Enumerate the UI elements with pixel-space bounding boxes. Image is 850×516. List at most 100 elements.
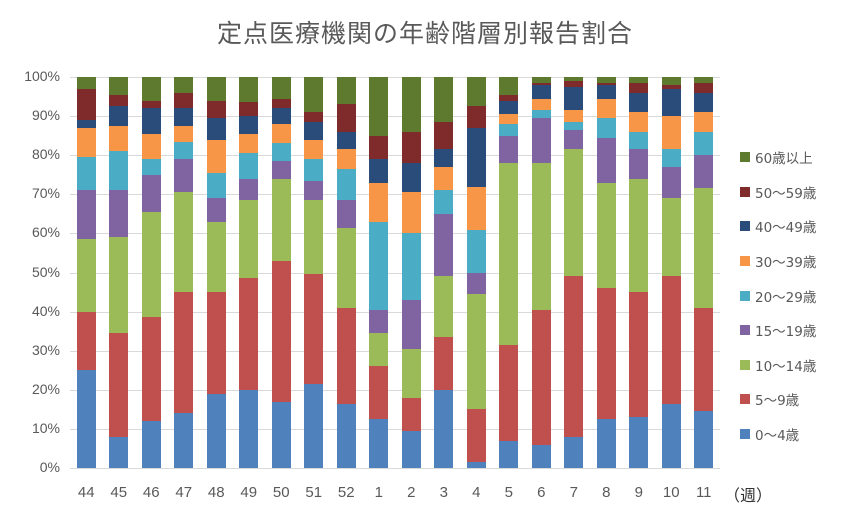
bar-segment xyxy=(596,137,616,183)
y-tick-label: 80% xyxy=(31,146,60,163)
bar-segment xyxy=(336,227,356,308)
y-tick-label: 20% xyxy=(31,380,60,397)
y-tick-label: 50% xyxy=(31,263,60,280)
bar-segment xyxy=(271,260,291,402)
y-tick-label: 70% xyxy=(31,185,60,202)
bar-week-5 xyxy=(499,77,519,468)
bar-segment xyxy=(629,417,649,468)
bar-segment xyxy=(76,127,96,158)
bar-segment xyxy=(629,92,649,113)
legend-swatch-icon xyxy=(740,359,750,370)
bar-segment xyxy=(304,77,324,113)
bar-segment xyxy=(76,120,96,128)
bar-segment xyxy=(564,86,584,111)
x-tick-label: 49 xyxy=(240,484,258,501)
bar-segment xyxy=(304,112,324,122)
bar-segment xyxy=(434,77,454,123)
x-tick-label: 50 xyxy=(272,484,290,501)
bar-segment xyxy=(109,77,129,95)
bar-segment xyxy=(271,123,291,144)
bar-segment xyxy=(596,82,616,85)
x-tick-label: 5 xyxy=(504,484,513,501)
bar-segment xyxy=(336,149,356,169)
bar-segment xyxy=(174,159,194,193)
bar-segment xyxy=(694,307,714,412)
bar-segment xyxy=(596,77,616,83)
bar-segment xyxy=(629,112,649,132)
legend-item: 50～59歳 xyxy=(740,175,816,210)
bar-segment xyxy=(694,82,714,93)
y-tick-label: 60% xyxy=(31,224,60,241)
legend-label: 20～29歳 xyxy=(755,289,817,306)
bar-segment xyxy=(531,444,551,468)
bar-segment xyxy=(304,180,324,201)
bar-segment xyxy=(401,77,421,132)
gridline xyxy=(70,311,720,313)
bar-segment xyxy=(336,131,356,150)
bar-segment xyxy=(109,237,129,334)
bar-segment xyxy=(564,122,584,130)
bar-segment xyxy=(109,190,129,238)
x-tick-label: 44 xyxy=(77,484,95,501)
bar-segment xyxy=(174,192,194,293)
bar-segment xyxy=(174,77,194,93)
bar-segment xyxy=(401,163,421,193)
gridline xyxy=(70,77,720,78)
bar-segment xyxy=(661,276,681,404)
bar-segment xyxy=(206,198,226,222)
legend-label: 10～14歳 xyxy=(755,358,817,375)
bar-segment xyxy=(531,163,551,310)
legend-swatch-icon xyxy=(740,325,750,336)
bar-segment xyxy=(466,77,486,107)
bar-segment xyxy=(369,333,389,367)
bar-segment xyxy=(694,131,714,156)
bar-segment xyxy=(564,276,584,437)
legend-item: 10～14歳 xyxy=(740,348,816,383)
legend-swatch-icon xyxy=(740,256,750,267)
bar-segment xyxy=(531,82,551,85)
bar-week-1 xyxy=(369,77,389,468)
bar-segment xyxy=(466,294,486,410)
bar-segment xyxy=(694,77,714,83)
bar-segment xyxy=(174,292,194,414)
x-tick-label: 8 xyxy=(602,484,611,501)
bar-segment xyxy=(141,317,161,422)
legend-label: 0～4歳 xyxy=(755,428,800,445)
legend-swatch-icon xyxy=(740,221,750,232)
bar-segment xyxy=(694,112,714,132)
bar-segment xyxy=(76,88,96,121)
bar-segment xyxy=(304,159,324,181)
bar-segment xyxy=(401,397,421,431)
bar-segment xyxy=(596,84,616,99)
bar-segment xyxy=(141,108,161,134)
bar-segment xyxy=(76,239,96,312)
bar-segment xyxy=(369,77,389,136)
bar-week-49 xyxy=(239,77,259,468)
gridline xyxy=(70,233,720,235)
legend-item: 15～19歳 xyxy=(740,313,816,348)
gridline xyxy=(70,389,720,391)
bar-segment xyxy=(304,200,324,275)
bar-segment xyxy=(206,139,226,173)
bar-segment xyxy=(661,88,681,117)
bar-segment xyxy=(466,106,486,128)
bar-segment xyxy=(564,436,584,468)
bar-segment xyxy=(109,125,129,152)
bar-segment xyxy=(109,151,129,191)
bar-segment xyxy=(76,77,96,89)
bar-segment xyxy=(434,190,454,214)
bar-segment xyxy=(239,153,259,179)
legend-label: 15～19歳 xyxy=(755,324,817,341)
bar-segment xyxy=(694,411,714,468)
x-tick-label: 10 xyxy=(662,484,680,501)
legend-item: 0～4歳 xyxy=(740,417,816,452)
bar-segment xyxy=(466,127,486,187)
gridline xyxy=(70,116,720,118)
bar-segment xyxy=(239,278,259,390)
bar-week-2 xyxy=(401,77,421,468)
bar-segment xyxy=(271,161,291,179)
x-tick-label: 51 xyxy=(305,484,323,501)
bar-segment xyxy=(466,409,486,463)
bar-week-50 xyxy=(271,77,291,468)
bar-segment xyxy=(629,292,649,418)
